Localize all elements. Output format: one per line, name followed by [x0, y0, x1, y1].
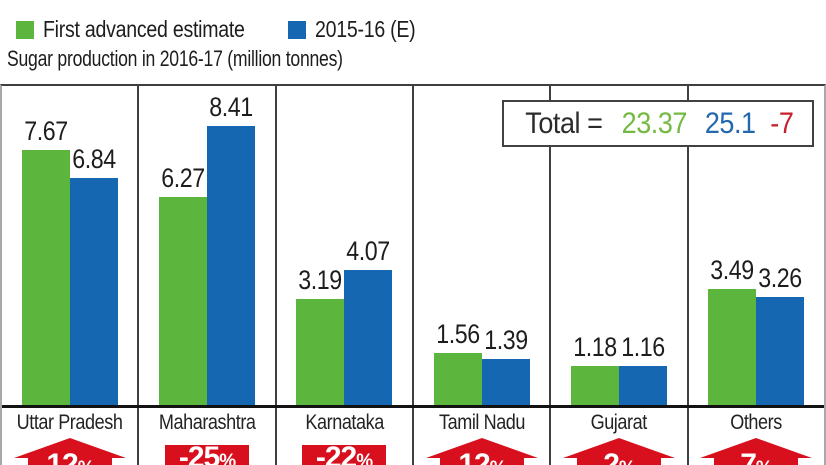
bars-zone: 7.67 6.84	[2, 86, 137, 405]
value-label: 3.49	[710, 255, 755, 285]
bar-first-estimate-karnataka	[296, 299, 345, 405]
value-label: 3.26	[758, 263, 803, 293]
state-column-maharashtra: 6.27 8.41 Maharashtra -25%	[139, 86, 277, 465]
value-label: 1.39	[483, 325, 528, 355]
columns-container: 7.676.84 Uttar Pradesh 12% 6.27 8.41 Maharash…	[2, 86, 824, 465]
legend-item-2015-16: 2015-16 (E)	[288, 16, 433, 43]
total-previous-value: 25.1	[704, 106, 756, 140]
bar-first-estimate-tamil-nadu	[433, 353, 482, 405]
change-indicator: -22%	[277, 438, 412, 465]
state-label-maharashtra: Maharashtra	[158, 411, 256, 434]
state-label-gujarat: Gujarat	[590, 411, 648, 434]
total-diff-value: -7	[770, 106, 794, 140]
value-label: 1.56	[435, 319, 480, 349]
bar-2015-16-gujarat	[618, 366, 667, 405]
value-label: 8.41	[209, 92, 253, 122]
bars-zone: 1.18 1.16	[551, 86, 686, 405]
value-label: 1.18	[573, 332, 617, 362]
bar-first-estimate-gujarat	[570, 366, 619, 405]
bar-2015-16-uttar-pradesh	[69, 178, 118, 405]
total-box: Total = 23.37 25.1 -7	[502, 100, 814, 147]
state-label-uttar-pradesh: Uttar Pradesh	[16, 411, 123, 434]
arrow-down-icon: -22%	[302, 445, 387, 465]
legend-item-first-estimate: First advanced estimate	[16, 16, 280, 43]
state-column-tamil-nadu: 1.561.39 Tamil Nadu 12%	[414, 86, 552, 465]
legend-swatch-first-estimate-icon	[16, 20, 34, 39]
bars-zone: 6.27 8.41	[139, 86, 274, 405]
arrow-up-icon: 12%	[425, 438, 538, 465]
state-column-karnataka: 3.19 4.07 Karnataka -22%	[277, 86, 414, 465]
change-indicator: -25%	[139, 438, 274, 465]
legend-label-2015-16: 2015-16 (E)	[315, 16, 416, 42]
plot-area: 7.676.84 Uttar Pradesh 12% 6.27 8.41 Maharash…	[0, 84, 826, 465]
bars-zone: 3.19 4.07	[277, 86, 412, 405]
state-column-others: 3.493.26 Others 7%	[689, 86, 824, 465]
state-label-others: Others	[730, 411, 783, 434]
bar-2015-16-others	[756, 297, 805, 405]
legend-label-first-estimate: First advanced estimate	[43, 16, 245, 42]
total-label: Total =	[525, 106, 604, 140]
change-indicator: 2%	[551, 438, 686, 465]
value-label: 4.07	[346, 236, 391, 266]
arrow-up-icon: 2%	[562, 438, 675, 465]
legend-swatch-2015-16-icon	[288, 20, 306, 39]
value-label: 6.27	[161, 163, 205, 193]
value-label: 6.84	[71, 144, 116, 174]
bar-2015-16-karnataka	[344, 270, 393, 405]
arrow-up-icon: 12%	[13, 438, 126, 465]
state-column-gujarat: 1.181.16 Gujarat 2%	[551, 86, 689, 465]
bars-zone: 3.49 3.26	[689, 86, 824, 405]
bar-2015-16-maharashtra	[206, 126, 255, 405]
total-first-estimate-value: 23.37	[621, 106, 688, 140]
x-axis-line	[2, 405, 824, 408]
state-label-tamil-nadu: Tamil Nadu	[438, 411, 525, 434]
arrow-down-icon: -25%	[164, 445, 249, 465]
arrow-up-icon: 7%	[700, 438, 813, 465]
state-column-uttar-pradesh: 7.676.84 Uttar Pradesh 12%	[2, 86, 140, 465]
chart-title: Sugar production in 2016-17 (million ton…	[7, 46, 343, 71]
bars-zone: 1.56 1.39	[414, 86, 549, 405]
change-indicator: 12%	[414, 438, 549, 465]
state-label-karnataka: Karnataka	[305, 411, 384, 434]
value-label: 3.19	[298, 265, 343, 295]
bar-first-estimate-others	[708, 289, 757, 405]
value-label: 7.67	[23, 116, 68, 146]
value-label: 1.16	[621, 332, 665, 362]
change-indicator: 12%	[2, 438, 137, 465]
bar-first-estimate-maharashtra	[158, 197, 207, 405]
change-indicator: 7%	[689, 438, 824, 465]
bar-2015-16-tamil-nadu	[481, 359, 530, 405]
bar-first-estimate-uttar-pradesh	[21, 150, 70, 405]
